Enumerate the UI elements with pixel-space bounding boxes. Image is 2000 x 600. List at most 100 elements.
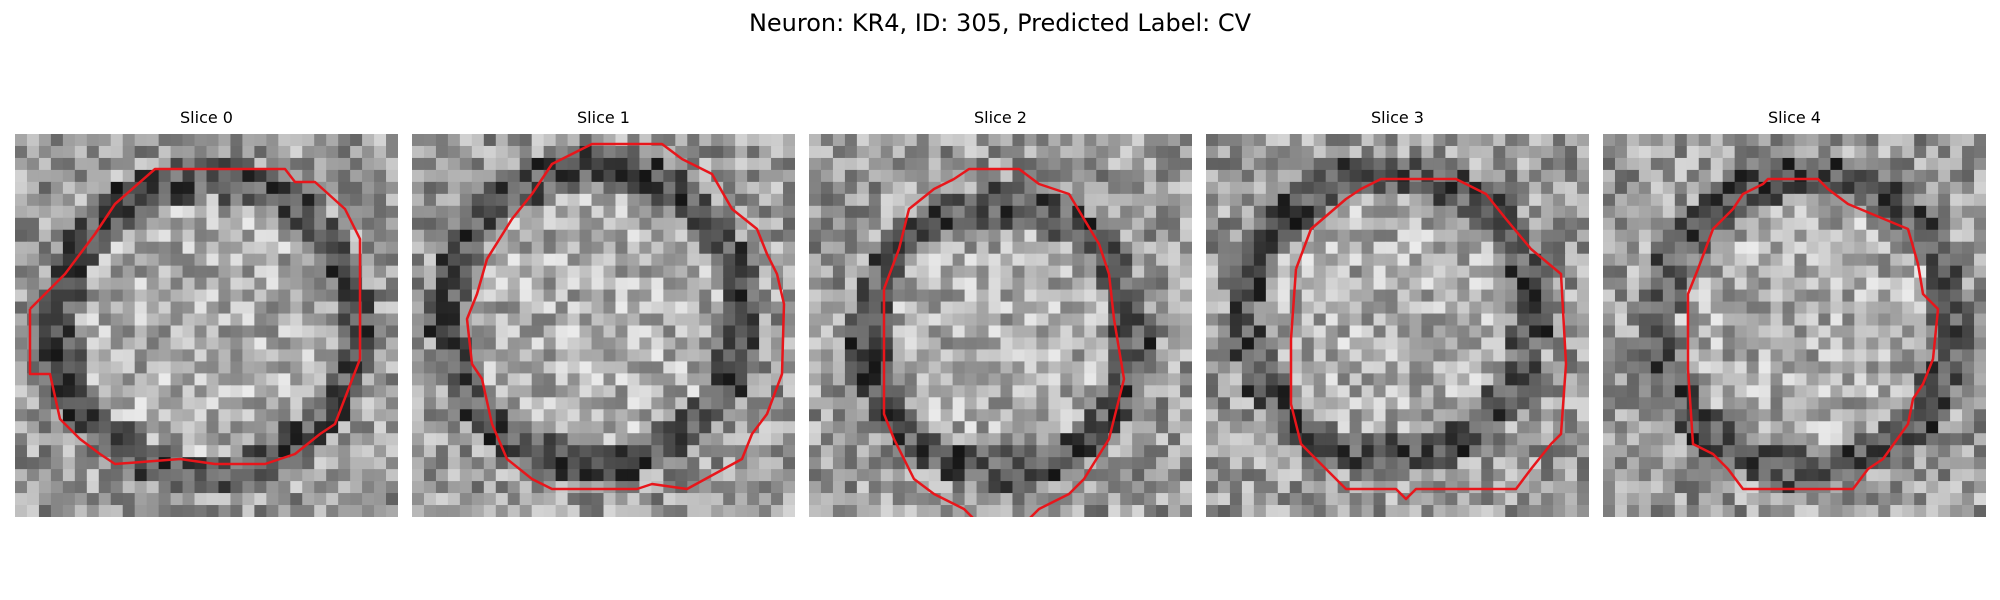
pixel-cell (15, 505, 28, 517)
pixel-cell (1481, 145, 1494, 159)
pixel-cell (1337, 505, 1351, 517)
pixel-cell (146, 313, 160, 327)
pixel-cell (1938, 349, 1951, 363)
pixel-cell (1289, 134, 1303, 147)
pixel-cell (1746, 433, 1760, 446)
pixel-cell (507, 421, 521, 434)
pixel-cell (1445, 134, 1458, 147)
pixel-cell (1060, 349, 1073, 363)
pixel-cell (1577, 169, 1589, 183)
pixel-cell (1168, 313, 1181, 327)
pixel-cell (1373, 457, 1387, 470)
pixel-cell (1000, 505, 1014, 517)
pixel-cell (976, 433, 990, 446)
pixel-cell (471, 409, 485, 422)
pixel-cell (507, 469, 521, 482)
pixel-cell (771, 193, 784, 207)
pixel-cell (651, 205, 664, 219)
pixel-cell (579, 445, 593, 458)
pixel-cell (134, 409, 148, 422)
pixel-cell (1206, 145, 1219, 159)
pixel-cell (711, 217, 724, 231)
pixel-cell (194, 445, 208, 458)
pixel-cell (495, 157, 509, 171)
pixel-cell (218, 265, 232, 279)
pixel-cell (1313, 313, 1327, 327)
pixel-cell (206, 181, 220, 195)
pixel-cell (302, 325, 315, 339)
pixel-cell (1180, 445, 1192, 458)
pixel-cell (940, 193, 954, 207)
pixel-cell (1096, 169, 1109, 183)
pixel-cell (1577, 349, 1589, 363)
pixel-cell (1084, 193, 1097, 207)
pixel-cell (1493, 337, 1506, 351)
pixel-cell (1962, 145, 1975, 159)
pixel-cell (1265, 157, 1279, 171)
pixel-cell (1674, 169, 1688, 183)
pixel-cell (1493, 265, 1506, 279)
pixel-cell (1457, 421, 1470, 434)
pixel-cell (435, 433, 449, 446)
pixel-cell (1698, 301, 1712, 315)
pixel-cell (1734, 217, 1748, 231)
pixel-cell (1854, 301, 1867, 315)
pixel-cell (856, 349, 870, 363)
pixel-cell (675, 445, 688, 458)
pixel-cell (218, 169, 232, 183)
pixel-cell (844, 265, 858, 279)
pixel-cell (1277, 481, 1291, 494)
pixel-cell (856, 337, 870, 351)
pixel-cell (1217, 157, 1231, 171)
pixel-cell (663, 313, 676, 327)
pixel-cell (531, 241, 545, 255)
pixel-cell (1842, 134, 1855, 147)
pixel-cell (1397, 397, 1411, 410)
pixel-cell (759, 457, 772, 470)
pixel-cell (38, 325, 52, 339)
pixel-cell (1505, 325, 1518, 339)
pixel-cell (170, 445, 184, 458)
pixel-cell (1603, 181, 1616, 195)
pixel-cell (880, 241, 894, 255)
pixel-cell (1770, 277, 1784, 291)
pixel-cell (1686, 157, 1700, 171)
pixel-cell (1710, 229, 1724, 243)
pixel-cell (809, 445, 822, 458)
pixel-cell (711, 433, 724, 446)
pixel-cell (1253, 397, 1267, 410)
pixel-cell (74, 337, 88, 351)
pixel-cell (1180, 265, 1192, 279)
pixel-cell (675, 385, 688, 398)
pixel-cell (892, 481, 906, 494)
pixel-cell (1060, 385, 1073, 398)
pixel-cell (579, 289, 593, 303)
pixel-cell (1529, 205, 1542, 219)
pixel-cell (1265, 193, 1279, 207)
pixel-cell (122, 445, 136, 458)
pixel-cell (1168, 397, 1181, 410)
pixel-cell (50, 301, 64, 315)
pixel-cell (880, 157, 894, 171)
pixel-cell (759, 373, 772, 386)
pixel-cell (1962, 241, 1975, 255)
pixel-cell (976, 337, 990, 351)
pixel-cell (663, 505, 676, 517)
pixel-cell (1650, 277, 1664, 291)
pixel-cell (615, 301, 629, 315)
pixel-cell (1337, 181, 1351, 195)
pixel-cell (98, 229, 112, 243)
pixel-cell (362, 193, 375, 207)
pixel-cell (1265, 134, 1279, 147)
pixel-cell (809, 253, 822, 267)
pixel-cell (146, 457, 160, 470)
pixel-cell (687, 229, 700, 243)
pixel-cell (1722, 157, 1736, 171)
pixel-cell (1938, 397, 1951, 410)
pixel-cell (483, 289, 497, 303)
pixel-cell (1349, 421, 1363, 434)
pixel-cell (459, 409, 473, 422)
pixel-cell (1385, 193, 1399, 207)
pixel-cell (1938, 253, 1951, 267)
pixel-cell (543, 373, 557, 386)
